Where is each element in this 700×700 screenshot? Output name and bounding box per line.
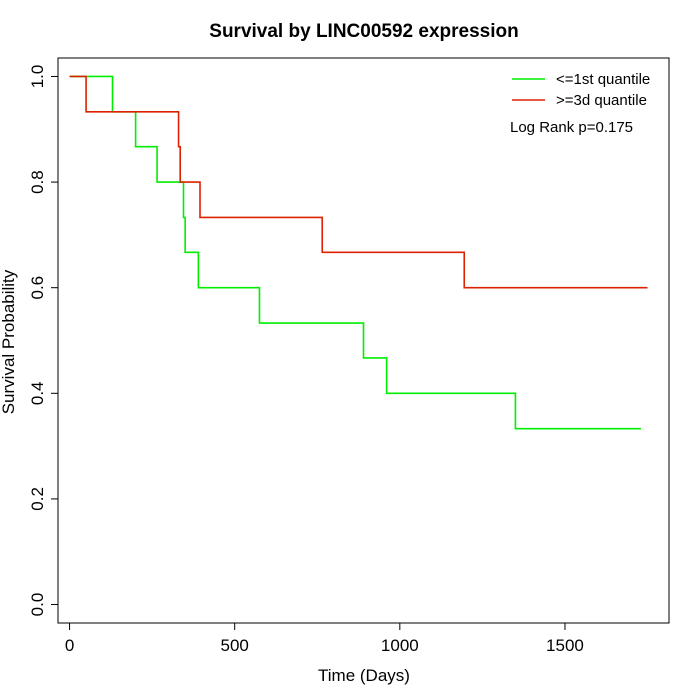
y-tick-label: 0.4 bbox=[28, 381, 47, 405]
x-axis-label: Time (Days) bbox=[318, 666, 410, 685]
y-tick-label: 0.6 bbox=[28, 276, 47, 300]
legend-label-1: <=1st quantile bbox=[556, 71, 650, 88]
chart-title: Survival by LINC00592 expression bbox=[209, 21, 518, 42]
x-tick-label: 0 bbox=[65, 636, 74, 655]
x-tick-label: 1000 bbox=[381, 636, 419, 655]
series-layer bbox=[69, 75, 648, 430]
legend-label-2: >=3d quantile bbox=[556, 92, 647, 109]
log-rank-annotation: Log Rank p=0.175 bbox=[510, 119, 633, 136]
x-tick-label: 1500 bbox=[546, 636, 584, 655]
y-tick-label: 0.8 bbox=[28, 170, 47, 194]
y-tick-label: 0.0 bbox=[28, 593, 47, 617]
legend: <=1st quantile >=3d quantile bbox=[512, 71, 650, 109]
x-axis: 0 500 1000 1500 bbox=[65, 622, 584, 655]
y-tick-label: 1.0 bbox=[28, 65, 47, 89]
y-tick-label: 0.2 bbox=[28, 487, 47, 511]
x-tick-label: 500 bbox=[221, 636, 249, 655]
series-line-2 bbox=[69, 75, 648, 289]
y-axis-label: Survival Probability bbox=[0, 269, 18, 414]
series-line-1 bbox=[69, 75, 641, 430]
y-axis: 0.0 0.2 0.4 0.6 0.8 1.0 bbox=[28, 65, 59, 617]
